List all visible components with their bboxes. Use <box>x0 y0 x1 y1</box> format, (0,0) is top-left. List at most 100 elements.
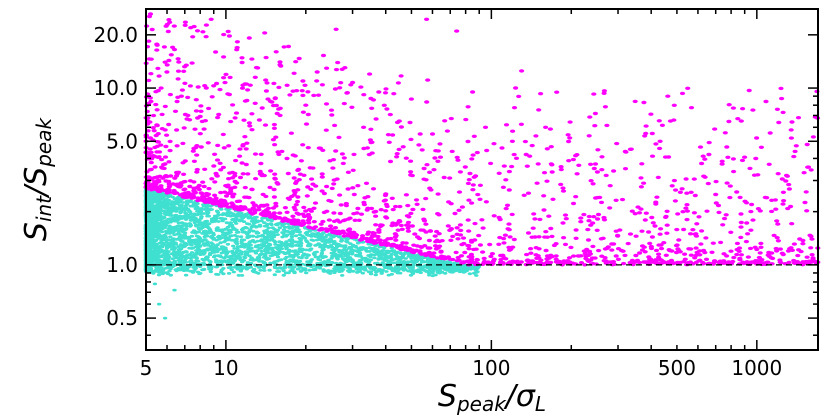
scatter-point-magenta <box>193 98 199 102</box>
scatter-point-magenta <box>366 152 372 157</box>
scatter-point-cyan <box>389 252 394 256</box>
scatter-point-magenta <box>671 103 677 108</box>
scatter-point-magenta <box>345 170 351 174</box>
scatter-point-magenta <box>592 162 599 166</box>
scatter-point-magenta <box>524 252 530 257</box>
scatter-point-cyan <box>214 265 220 269</box>
scatter-point-magenta <box>766 250 772 255</box>
scatter-point-cyan <box>422 265 427 269</box>
scatter-point-magenta <box>588 223 594 227</box>
scatter-point-magenta <box>239 86 246 90</box>
scatter-point-magenta <box>352 218 358 222</box>
scatter-point-magenta <box>705 181 711 186</box>
scatter-point-magenta <box>648 112 654 116</box>
scatter-point-cyan <box>171 230 176 234</box>
scatter-point-magenta <box>715 203 722 208</box>
scatter-point-cyan <box>219 268 224 272</box>
scatter-point-magenta <box>417 132 423 136</box>
scatter-point-cyan <box>164 229 169 233</box>
scatter-point-cyan <box>407 266 412 269</box>
scatter-point-magenta <box>263 78 269 82</box>
scatter-point-magenta <box>341 231 347 235</box>
scatter-point-cyan <box>333 242 338 245</box>
scatter-point-cyan <box>430 274 435 278</box>
scatter-point-magenta <box>185 95 191 100</box>
scatter-point-magenta <box>522 139 529 144</box>
scatter-point-magenta <box>659 123 666 128</box>
scatter-point-magenta <box>483 200 489 204</box>
scatter-point-magenta <box>304 194 310 198</box>
scatter-point-magenta <box>543 230 549 234</box>
scatter-point-cyan <box>164 259 169 263</box>
scatter-point-magenta <box>196 187 202 192</box>
scatter-point-cyan <box>208 251 213 255</box>
scatter-point-cyan <box>251 229 256 233</box>
scatter-point-magenta <box>211 164 217 168</box>
scatter-point-cyan <box>339 265 344 269</box>
scatter-point-magenta <box>500 185 506 189</box>
scatter-point-magenta <box>384 107 390 111</box>
scatter-point-cyan <box>205 240 210 244</box>
scatter-point-magenta <box>544 257 550 261</box>
scatter-point-cyan <box>168 235 173 239</box>
scatter-point-magenta <box>470 188 476 192</box>
scatter-point-magenta <box>503 178 509 182</box>
scatter-point-magenta <box>734 190 740 194</box>
scatter-point-magenta <box>664 223 670 227</box>
scatter-point-cyan <box>222 217 228 221</box>
scatter-point-magenta <box>408 211 414 216</box>
scatter-point-magenta <box>416 143 422 147</box>
scatter-point-magenta <box>463 117 469 122</box>
scatter-point-magenta <box>212 180 218 184</box>
scatter-point-magenta <box>602 247 609 251</box>
scatter-point-magenta <box>649 235 656 239</box>
scatter-point-cyan <box>406 251 411 255</box>
scatter-point-cyan <box>410 260 415 264</box>
scatter-point-magenta <box>307 166 313 170</box>
scatter-point-cyan <box>326 258 331 262</box>
scatter-series-cyan <box>143 187 482 320</box>
scatter-point-cyan <box>399 255 405 259</box>
scatter-point-cyan <box>177 260 182 264</box>
scatter-point-magenta <box>221 146 227 150</box>
scatter-point-cyan <box>442 268 447 271</box>
scatter-point-magenta <box>506 222 512 226</box>
scatter-point-magenta <box>187 84 193 88</box>
scatter-point-magenta <box>596 248 602 253</box>
scatter-point-magenta <box>571 254 577 258</box>
scatter-point-magenta <box>679 91 686 96</box>
scatter-point-magenta <box>643 124 649 128</box>
scatter-point-cyan <box>373 261 378 265</box>
scatter-point-magenta <box>548 226 554 231</box>
scatter-point-magenta <box>181 188 187 192</box>
scatter-point-cyan <box>354 254 359 257</box>
scatter-point-magenta <box>673 188 679 192</box>
scatter-point-cyan <box>221 245 226 249</box>
scatter-point-magenta <box>712 259 718 263</box>
scatter-point-cyan <box>169 209 174 212</box>
scatter-point-magenta <box>694 222 700 226</box>
scatter-point-magenta <box>665 94 671 98</box>
scatter-point-cyan <box>202 231 207 235</box>
scatter-point-magenta <box>375 234 381 239</box>
scatter-point-cyan <box>202 212 207 215</box>
scatter-point-magenta <box>321 210 327 215</box>
scatter-point-magenta <box>271 187 277 192</box>
scatter-point-magenta <box>643 211 649 215</box>
scatter-point-magenta <box>754 136 760 140</box>
scatter-point-cyan <box>240 230 246 234</box>
scatter-point-magenta <box>454 226 460 230</box>
scatter-point-magenta <box>717 259 723 263</box>
scatter-point-magenta <box>331 182 337 186</box>
scatter-point-magenta <box>544 179 550 183</box>
scatter-point-magenta <box>809 253 815 257</box>
scatter-point-cyan <box>249 246 254 250</box>
scatter-point-cyan <box>191 266 196 269</box>
scatter-point-cyan <box>243 212 249 216</box>
scatter-point-magenta <box>418 245 425 249</box>
scatter-point-cyan <box>215 243 220 247</box>
scatter-point-cyan <box>179 204 184 208</box>
scatter-point-cyan <box>273 243 278 246</box>
scatter-point-cyan <box>183 273 189 277</box>
